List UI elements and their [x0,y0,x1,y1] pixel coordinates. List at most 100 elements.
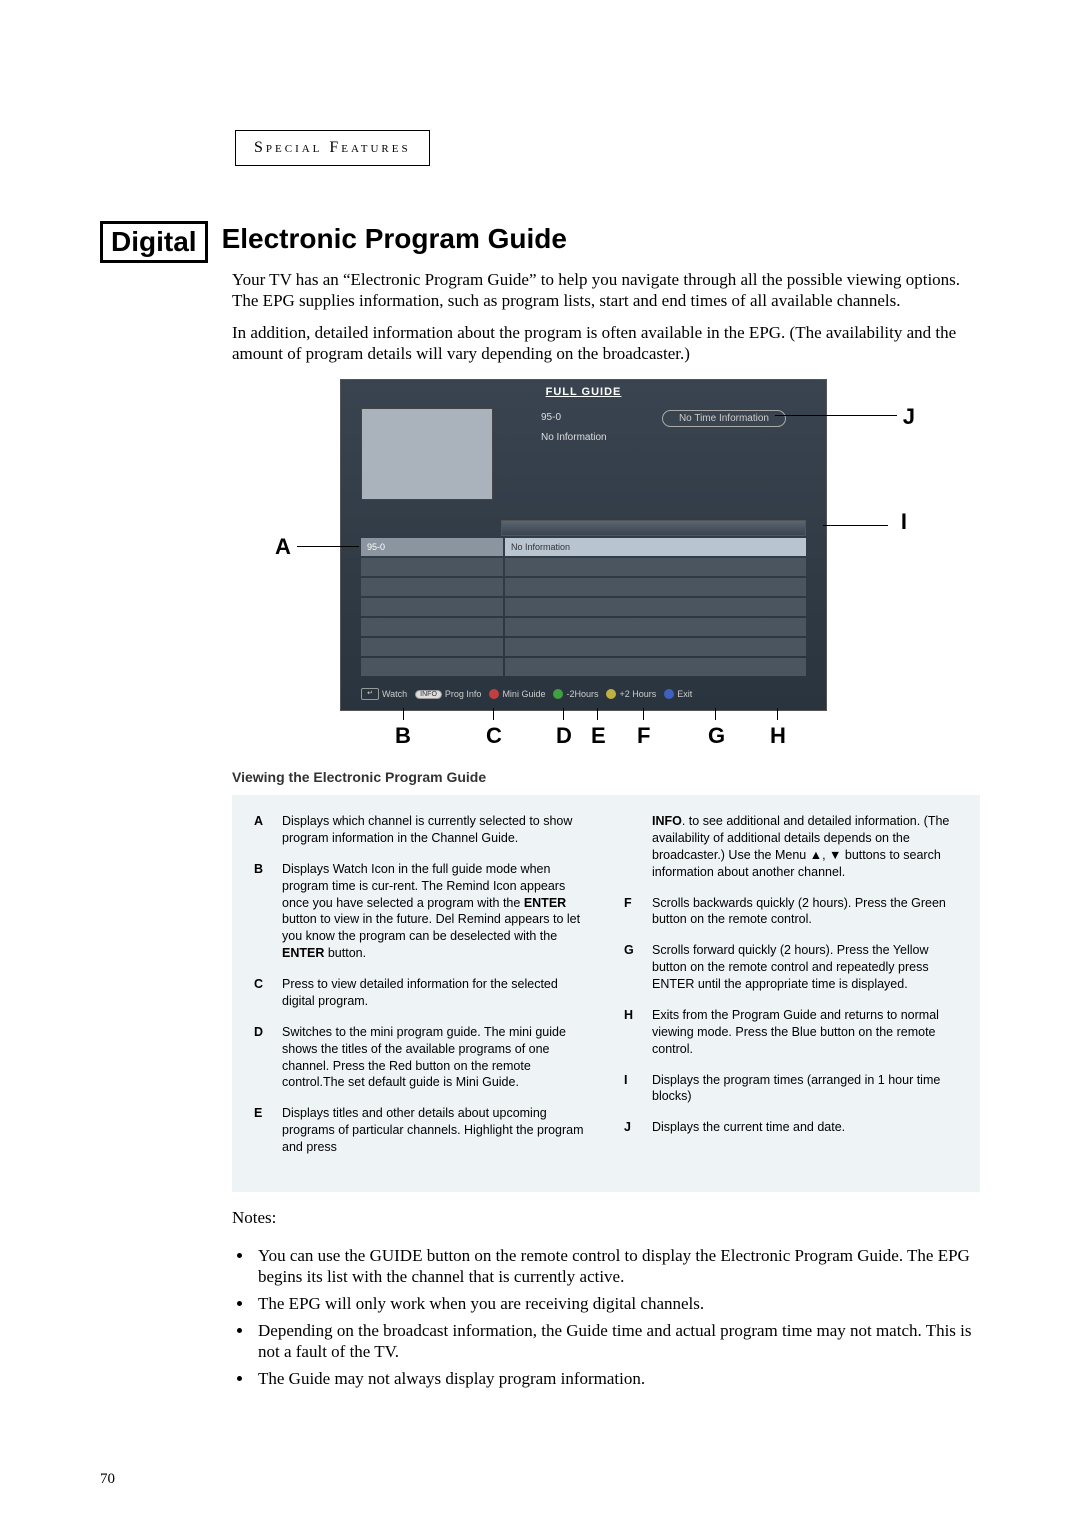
digital-badge: Digital [100,221,208,263]
legend-body: Displays Watch Icon in the full guide mo… [282,861,588,962]
callout-line [297,546,359,547]
green-dot-icon [553,689,563,699]
legend-letter: H [624,1007,638,1058]
legend-letter: B [254,861,268,962]
legend-item-a: A Displays which channel is currently se… [254,813,588,847]
page-root: Special Features Digital Electronic Prog… [0,0,1080,1446]
exit-hint: Exit [664,689,692,699]
legend-letter: F [624,895,638,929]
guide-title: FULL GUIDE [546,386,622,398]
legend-letter: E [254,1105,268,1156]
legend-letter: C [254,976,268,1010]
note-item: The EPG will only work when you are rece… [254,1293,980,1314]
subsection-title: Viewing the Electronic Program Guide [232,769,980,785]
legend-body: Scrolls forward quickly (2 hours). Press… [652,942,958,993]
channel-number-top: 95-0 [541,412,561,423]
note-item: Depending on the broadcast information, … [254,1320,980,1362]
guide-footer: ↵Watch INFOProg Info Mini Guide -2Hours … [361,688,806,700]
page-number: 70 [100,1471,115,1488]
grid-row [361,578,806,596]
legend-body: Switches to the mini program guide. The … [282,1024,588,1092]
row-program: No Information [505,538,806,556]
legend-body: Scrolls backwards quickly (2 hours). Pre… [652,895,958,929]
fwd2-hint: +2 Hours [606,689,656,699]
page-title: Electronic Program Guide [222,223,567,255]
legend-item-b: B Displays Watch Icon in the full guide … [254,861,588,962]
legend-item-g: G Scrolls forward quickly (2 hours). Pre… [624,942,958,993]
blue-dot-icon [664,689,674,699]
time-pill: No Time Information [662,410,786,427]
back2-hint: -2Hours [553,689,598,699]
callout-tick [563,708,564,720]
red-dot-icon [489,689,499,699]
legend-column-left: A Displays which channel is currently se… [254,813,588,1170]
enter-icon: ↵ [361,688,379,700]
row-channel: 95-0 [361,538,503,556]
legend-box: A Displays which channel is currently se… [232,795,980,1192]
info-icon: INFO [415,690,442,699]
guide-screen: FULL GUIDE 95-0 No Information No Time I… [340,379,827,711]
watch-hint: ↵Watch [361,688,407,700]
callout-a: A [275,534,291,560]
legend-body: Press to view detailed information for t… [282,976,588,1010]
note-item: You can use the GUIDE button on the remo… [254,1245,980,1287]
preview-thumbnail [361,408,493,500]
legend-body: Displays the current time and date. [652,1119,958,1136]
callout-f: F [637,723,650,749]
grid-row [361,638,806,656]
legend-item-i: I Displays the program times (arranged i… [624,1072,958,1106]
callout-j: J [903,404,915,430]
callout-tick [715,708,716,720]
grid-row-selected: 95-0 No Information [361,538,806,556]
legend-letter: D [254,1024,268,1092]
callout-line [775,415,897,416]
legend-column-right: INFO. to see additional and detailed inf… [624,813,958,1170]
callout-tick [493,708,494,720]
miniguide-hint: Mini Guide [489,689,545,699]
epg-figure: FULL GUIDE 95-0 No Information No Time I… [275,379,915,749]
channel-grid: 95-0 No Information [361,538,806,678]
grid-row [361,598,806,616]
callout-line [823,525,888,526]
legend-item-h: H Exits from the Program Guide and retur… [624,1007,958,1058]
callout-b: B [395,723,411,749]
callout-tick [777,708,778,720]
legend-item-j: J Displays the current time and date. [624,1119,958,1136]
legend-item-c: C Press to view detailed information for… [254,976,588,1010]
callout-c: C [486,723,502,749]
note-item: The Guide may not always display program… [254,1368,980,1389]
grid-row [361,558,806,576]
legend-item-e: E Displays titles and other details abou… [254,1105,588,1156]
legend-item-e-cont: INFO. to see additional and detailed inf… [624,813,958,881]
callout-e: E [591,723,606,749]
grid-row [361,618,806,636]
time-header-bar [501,520,806,536]
legend-letter: J [624,1119,638,1136]
callout-i: I [901,509,907,535]
proginfo-hint: INFOProg Info [415,689,481,699]
legend-item-d: D Switches to the mini program guide. Th… [254,1024,588,1092]
legend-body: Displays which channel is currently sele… [282,813,588,847]
legend-letter: A [254,813,268,847]
callout-tick [403,708,404,720]
legend-letter: I [624,1072,638,1106]
legend-letter [624,813,638,881]
callout-h: H [770,723,786,749]
legend-item-f: F Scrolls backwards quickly (2 hours). P… [624,895,958,929]
intro-paragraph-1: Your TV has an “Electronic Program Guide… [232,269,980,312]
intro-paragraph-2: In addition, detailed information about … [232,322,980,365]
notes-label: Notes: [232,1208,980,1228]
legend-body: Displays titles and other details about … [282,1105,588,1156]
legend-body: Displays the program times (arranged in … [652,1072,958,1106]
legend-body: INFO. to see additional and detailed inf… [652,813,958,881]
yellow-dot-icon [606,689,616,699]
notes-list: You can use the GUIDE button on the remo… [232,1245,980,1389]
callout-tick [597,708,598,720]
title-row: Digital Electronic Program Guide [100,221,980,263]
legend-letter: G [624,942,638,993]
callout-d: D [556,723,572,749]
callout-g: G [708,723,725,749]
callout-tick [643,708,644,720]
grid-row [361,658,806,676]
no-information-text: No Information [541,432,607,443]
